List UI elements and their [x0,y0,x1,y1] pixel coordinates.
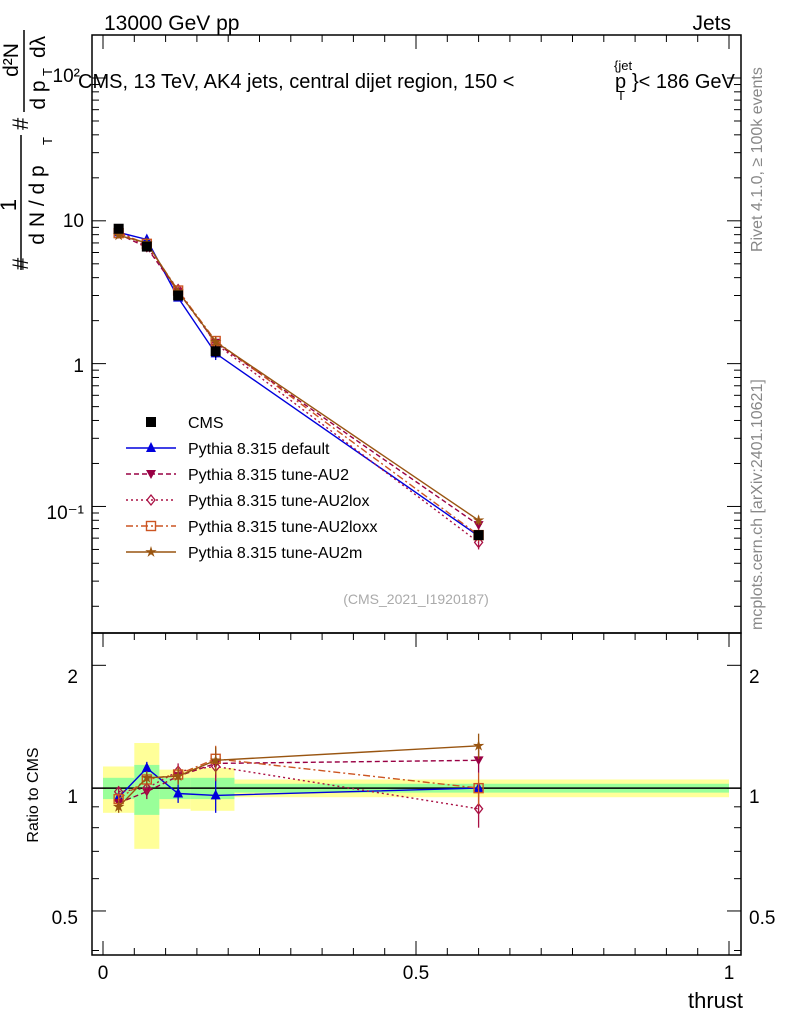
xtick-labels: 0 0.5 1 [98,963,735,984]
ylabel-frac1-den-sub: T [40,137,55,145]
legend-marker-5 [145,546,157,557]
ratio-ytick-labels: 2 1 0.5 2 1 0.5 [52,667,776,929]
legend-marker-4 [145,520,157,532]
title-sup: {jet [614,58,632,73]
ratio-line-2 [118,765,479,810]
ratio-point-2-1 [141,782,152,795]
ytick-label-10: 10 [63,211,84,232]
ratio-ticks [92,633,741,955]
series-point-4-4 [472,514,485,526]
ratio-point-4-2 [172,770,184,781]
legend-marker-3 [146,493,156,507]
ratio-point-4-3 [210,754,222,766]
title-text: CMS, 13 TeV, AK4 jets, central dijet reg… [78,71,514,93]
ratio-bands [92,743,741,849]
series-line-3 [118,232,480,536]
rivet-label: Rivet 4.1.0, ≥ 100k events [749,67,766,252]
data-point-4 [473,530,484,541]
ytick-label-100: 10² [53,66,80,87]
ratio-ytick-left-1: 1 [67,787,78,808]
legend-label-1: Pythia 8.315 default [188,441,330,458]
legend-entry-4: Pythia 8.315 tune-AU2loxx [126,519,377,536]
ratio-ylabel: Ratio to CMS [25,747,42,842]
data-point-1 [141,241,152,252]
series-line-0 [118,231,479,537]
legend-label-0: CMS [188,415,224,432]
ratio-ytick-left-2: 2 [67,667,78,688]
ratio-ytick-right-2: 2 [749,667,760,688]
legend-entry-3: Pythia 8.315 tune-AU2lox [126,493,369,510]
title-tail: }< 186 GeV [632,71,736,93]
title-p: p [615,71,626,93]
ratio-ytick-right-0.5: 0.5 [749,908,775,929]
legend-entry-0: CMS [146,415,224,432]
main-frame [91,34,742,634]
ylabel-frac2-den-sub: T [40,68,55,76]
ylabel-frac2-den-tail: dλ [27,35,50,58]
ratio-point-4-1 [141,771,153,783]
main-ylabel: # 1 d N / d p T # d²N d p T dλ [0,30,55,270]
legend-label-5: Pythia 8.315 tune-AU2m [188,545,362,562]
ylabel-hash2: # [8,117,33,130]
ylabel-frac2-num: d²N [0,43,23,77]
ratio-point-4-0 [112,800,125,812]
data-point-3 [210,346,221,357]
ratio-point-2-4 [473,802,484,815]
ratio-series [112,733,485,828]
main-title: CMS, 13 TeV, AK4 jets, central dijet reg… [78,58,736,103]
series-point-4-0 [112,229,125,241]
series-point-4-3 [210,335,222,347]
legend-entry-1: Pythia 8.315 default [126,441,330,458]
legend-marker-1 [146,442,156,452]
series-line-1 [118,233,479,526]
mcplots-label: mcplots.cern.ch [arXiv:2401.10621] [749,379,766,630]
ratio-point-1-4 [473,756,484,766]
x-axis-label: thrust [688,988,743,1013]
ratio-point-0-3 [210,789,221,800]
legend: CMS Pythia 8.315 default Pythia 8.315 tune… [126,415,377,562]
main-ytick-labels: 10⁻¹ 1 10 10² [47,66,85,524]
legend-label-3: Pythia 8.315 tune-AU2lox [188,493,369,510]
legend-entry-5: Pythia 8.315 tune-AU2m [126,545,362,562]
data-point-0 [113,223,124,234]
legend-marker-0 [146,417,156,427]
ratio-point-4-4 [472,739,485,751]
main-series [112,223,485,550]
legend-label-2: Pythia 8.315 tune-AU2 [188,467,349,484]
legend-marker-2 [146,470,156,479]
data-point-2 [173,290,184,301]
ylabel-frac2-den: d p [27,80,50,109]
header-right: Jets [692,12,731,35]
ytick-label-1: 1 [73,356,84,377]
title-sub: T [617,88,625,103]
ytick-label-0.1: 10⁻¹ [47,503,85,524]
ylabel-frac1-num: 1 [0,199,21,211]
ylabel-frac1-den: d N / d p [26,165,49,244]
xtick-label-0.5: 0.5 [403,963,429,984]
ratio-ytick-left-0.5: 0.5 [52,908,78,929]
xtick-label-0: 0 [98,963,109,984]
ratio-point-0-2 [173,787,184,798]
legend-label-4: Pythia 8.315 tune-AU2loxx [188,519,377,536]
ratio-point-0-1 [141,762,152,773]
xtick-label-1: 1 [724,963,735,984]
ratio-point-3-4 [473,782,484,794]
ratio-ytick-right-1: 1 [749,787,760,808]
series-point-2-4 [473,536,484,549]
header-left: 13000 GeV pp [104,12,239,35]
main-ticks [92,34,741,607]
analysis-watermark: (CMS_2021_I1920187) [343,591,489,607]
legend-entry-2: Pythia 8.315 tune-AU2 [126,467,349,484]
